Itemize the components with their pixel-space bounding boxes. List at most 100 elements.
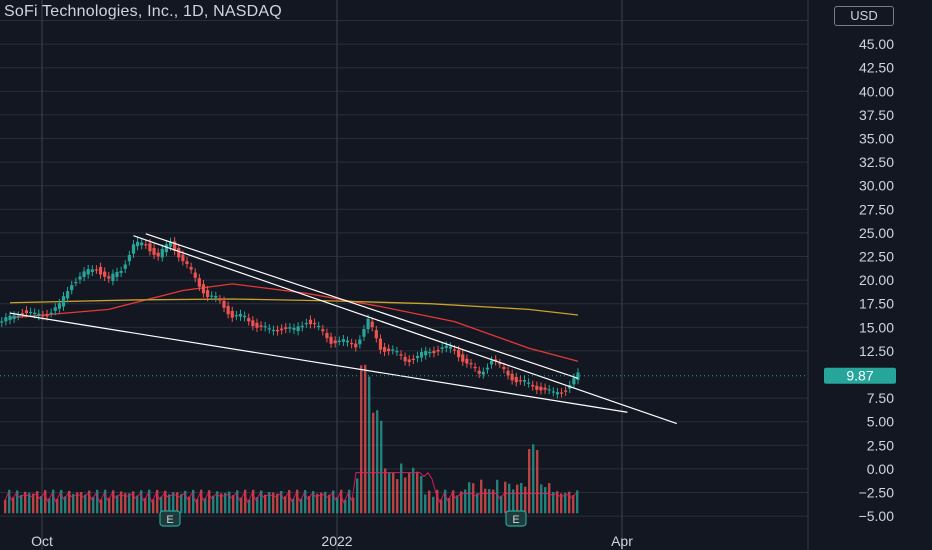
candle-body — [510, 373, 514, 381]
candle-body — [312, 322, 317, 325]
earnings-marker — [505, 510, 527, 527]
candle-body — [49, 312, 53, 314]
volume-bar — [380, 420, 383, 514]
candle-body — [452, 349, 457, 351]
volume-bar — [180, 494, 183, 514]
volume-bar — [248, 499, 251, 514]
candle-body — [127, 255, 131, 262]
volume-bar — [360, 365, 363, 514]
volume-bar — [548, 483, 551, 514]
candle-body — [24, 310, 29, 314]
currency-button[interactable]: USD — [834, 6, 894, 26]
candle-body — [489, 360, 494, 365]
volume-bar — [120, 491, 123, 514]
candle-body — [547, 389, 551, 391]
candle-body — [564, 390, 568, 392]
volume-bar — [328, 494, 331, 514]
candle-body — [61, 296, 66, 307]
candle-body — [440, 347, 444, 350]
candle-body — [222, 300, 226, 308]
candle-body — [45, 314, 49, 317]
volume-bar — [520, 482, 523, 514]
y-tick-label: 25.00 — [859, 225, 894, 241]
volume-bar — [368, 376, 371, 514]
candle-body — [16, 315, 20, 317]
candle-body — [168, 241, 173, 247]
candle-body — [4, 317, 8, 322]
y-axis[interactable]: 47.5045.0042.5040.0037.5035.0032.5030.00… — [859, 13, 895, 525]
candle-body — [144, 244, 148, 246]
volume-bar — [352, 497, 355, 514]
candle-body — [98, 266, 103, 275]
volume-bar — [148, 489, 151, 514]
candle-body — [465, 358, 469, 364]
volume-bar — [336, 497, 339, 514]
candle-body — [135, 241, 140, 247]
x-axis[interactable]: Oct 2022 Apr — [31, 533, 633, 549]
volume-bar — [512, 489, 515, 514]
earnings-marker — [159, 510, 181, 527]
x-tick-label: 2022 — [321, 533, 352, 549]
volume-bar — [472, 483, 475, 514]
candle-body — [205, 290, 210, 298]
candle-body — [411, 358, 415, 360]
candle-body — [514, 377, 518, 383]
candle-body — [292, 327, 296, 330]
volume-bar — [544, 487, 547, 514]
candle-body — [444, 345, 448, 349]
volume-bar — [440, 499, 443, 514]
volume-bar — [196, 499, 199, 514]
candle-body — [321, 329, 325, 332]
volume-bar — [212, 495, 215, 514]
volume-bar — [564, 492, 567, 514]
candle-body — [436, 349, 440, 352]
candle-body — [259, 325, 263, 327]
y-tick-label: 7.50 — [867, 390, 894, 406]
volume-bar — [16, 490, 19, 514]
volume-bar — [408, 472, 411, 514]
volume-bar — [72, 493, 75, 514]
candle-body — [518, 380, 522, 382]
y-tick-label: −5.00 — [859, 508, 895, 524]
chart-grid — [0, 0, 809, 550]
candle-body — [469, 363, 473, 365]
volume-bar — [452, 490, 455, 514]
candle-body — [399, 354, 403, 356]
candle-body — [12, 315, 16, 319]
y-tick-label: 22.50 — [859, 249, 894, 265]
candle-body — [473, 366, 477, 369]
volume-bars — [3, 364, 579, 514]
candle-body — [543, 387, 547, 390]
candle-body — [131, 244, 136, 254]
y-tick-label: 20.00 — [859, 272, 894, 288]
candle-body — [164, 244, 169, 253]
candle-body — [494, 359, 498, 362]
candle-body — [366, 318, 370, 330]
volume-bar — [208, 490, 211, 514]
candle-body — [304, 323, 308, 325]
volume-bar — [524, 486, 527, 514]
candle-body — [103, 271, 107, 277]
candle-body — [535, 385, 539, 390]
volume-bar — [56, 498, 59, 514]
volume-bar — [264, 494, 267, 514]
trendline — [133, 235, 677, 425]
volume-bar — [96, 489, 99, 514]
volume-bar — [192, 489, 195, 514]
y-tick-label: 42.50 — [859, 60, 894, 76]
candle-body — [74, 281, 78, 284]
volume-bar — [364, 364, 367, 514]
candle-body — [284, 327, 288, 329]
candle-body — [354, 343, 358, 348]
candle-body — [333, 340, 337, 344]
candle-body — [296, 326, 300, 332]
candle-body — [527, 382, 531, 384]
candle-body — [140, 242, 144, 246]
chart-title: SoFi Technologies, Inc., 1D, NASDAQ — [4, 3, 282, 20]
volume-bar — [504, 481, 507, 514]
moving-average-line — [9, 283, 579, 362]
candle-body — [0, 321, 4, 323]
volume-bar — [376, 410, 379, 514]
candle-body — [8, 315, 12, 321]
